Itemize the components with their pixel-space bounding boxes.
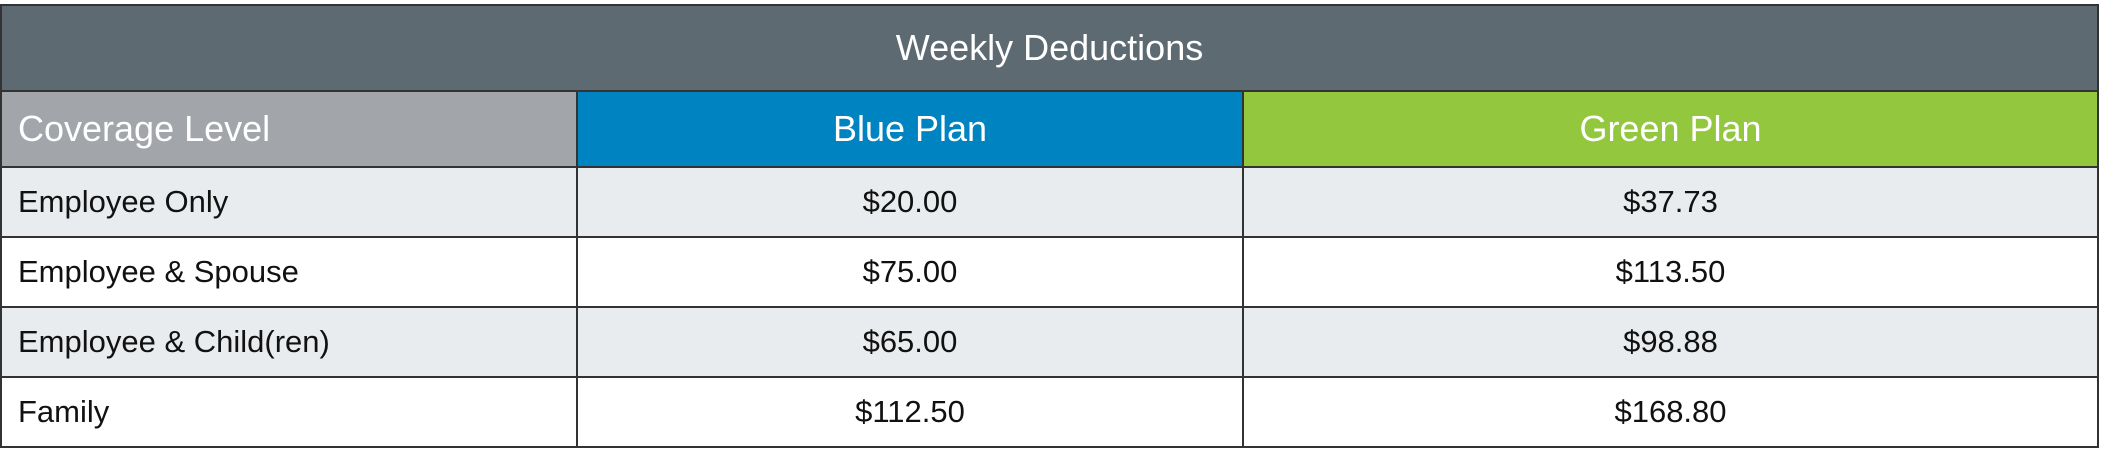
blue-plan-cell: $112.50 xyxy=(576,376,1244,448)
table-title: Weekly Deductions xyxy=(0,4,2099,92)
green-plan-cell: $98.88 xyxy=(1242,306,2099,378)
header-green-plan: Green Plan xyxy=(1242,90,2099,168)
coverage-level-cell: Employee & Child(ren) xyxy=(0,306,578,378)
coverage-level-cell: Family xyxy=(0,376,578,448)
green-plan-cell: $168.80 xyxy=(1242,376,2099,448)
blue-plan-cell: $65.00 xyxy=(576,306,1244,378)
table-row: Employee & Spouse $75.00 $113.50 xyxy=(0,236,2099,308)
weekly-deductions-table: Weekly Deductions Coverage Level Blue Pl… xyxy=(0,4,2099,448)
green-plan-cell: $113.50 xyxy=(1242,236,2099,308)
table-row: Employee Only $20.00 $37.73 xyxy=(0,166,2099,238)
coverage-level-cell: Employee & Spouse xyxy=(0,236,578,308)
header-blue-plan: Blue Plan xyxy=(576,90,1244,168)
blue-plan-cell: $20.00 xyxy=(576,166,1244,238)
blue-plan-cell: $75.00 xyxy=(576,236,1244,308)
table-row: Employee & Child(ren) $65.00 $98.88 xyxy=(0,306,2099,378)
table-row: Family $112.50 $168.80 xyxy=(0,376,2099,448)
coverage-level-cell: Employee Only xyxy=(0,166,578,238)
green-plan-cell: $37.73 xyxy=(1242,166,2099,238)
header-coverage-level: Coverage Level xyxy=(0,90,578,168)
